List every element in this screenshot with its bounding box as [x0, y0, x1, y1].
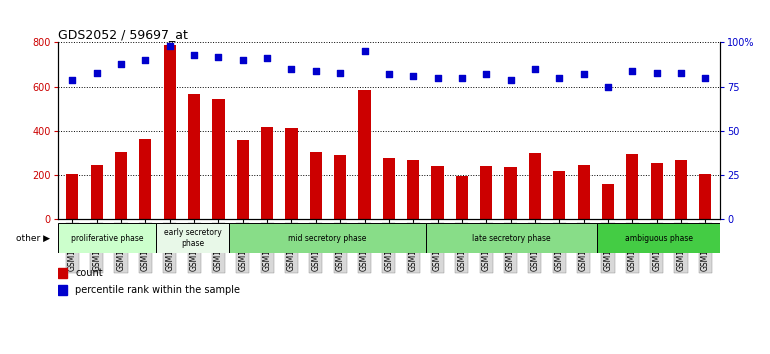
Point	[553, 75, 565, 81]
Bar	[188, 95, 200, 219]
Bar	[58, 223, 156, 253]
Bar	[480, 166, 492, 219]
Text: GDS2052 / 59697_at: GDS2052 / 59697_at	[58, 28, 188, 41]
Point	[529, 66, 541, 72]
Bar	[229, 223, 426, 253]
Point	[213, 54, 225, 59]
Point	[651, 70, 663, 75]
Bar	[675, 160, 687, 219]
Bar	[529, 153, 541, 219]
Bar	[358, 90, 370, 219]
Bar	[139, 139, 152, 219]
Bar	[407, 160, 420, 219]
Bar	[578, 165, 590, 219]
Text: percentile rank within the sample: percentile rank within the sample	[75, 285, 240, 295]
Bar	[58, 268, 68, 278]
Point	[310, 68, 322, 74]
Point	[383, 72, 395, 77]
Text: early secretory
phase: early secretory phase	[164, 228, 222, 248]
Bar	[456, 176, 468, 219]
Point	[91, 70, 103, 75]
Point	[699, 75, 711, 81]
Bar	[602, 184, 614, 219]
Bar	[91, 165, 102, 219]
Point	[286, 66, 298, 72]
Point	[431, 75, 444, 81]
Point	[480, 72, 492, 77]
Bar	[626, 154, 638, 219]
Bar	[286, 128, 297, 219]
Point	[358, 48, 370, 54]
Point	[407, 73, 420, 79]
Bar	[426, 223, 598, 253]
Bar	[383, 158, 395, 219]
Text: proliferative phase: proliferative phase	[71, 234, 143, 242]
Bar	[236, 140, 249, 219]
Text: mid secretory phase: mid secretory phase	[288, 234, 367, 242]
Text: other ▶: other ▶	[16, 234, 50, 242]
Text: late secretory phase: late secretory phase	[472, 234, 551, 242]
Point	[188, 52, 200, 58]
Bar	[598, 223, 720, 253]
Bar	[310, 152, 322, 219]
Point	[456, 75, 468, 81]
Bar	[213, 99, 225, 219]
Point	[139, 57, 152, 63]
Bar	[504, 167, 517, 219]
Bar	[115, 152, 127, 219]
Point	[66, 77, 79, 82]
Bar	[156, 223, 229, 253]
Bar	[553, 171, 565, 219]
Point	[675, 70, 687, 75]
Point	[115, 61, 127, 67]
Bar	[431, 166, 444, 219]
Bar	[699, 174, 711, 219]
Text: ambiguous phase: ambiguous phase	[624, 234, 693, 242]
Point	[602, 84, 614, 90]
Point	[578, 72, 590, 77]
Bar	[651, 163, 663, 219]
Point	[261, 56, 273, 61]
Bar	[334, 155, 346, 219]
Point	[504, 77, 517, 82]
Point	[163, 43, 176, 49]
Bar	[261, 127, 273, 219]
Text: count: count	[75, 268, 102, 278]
Bar	[164, 45, 176, 219]
Point	[236, 57, 249, 63]
Point	[626, 68, 638, 74]
Point	[334, 70, 346, 75]
Bar	[58, 285, 68, 295]
Bar	[66, 174, 79, 219]
